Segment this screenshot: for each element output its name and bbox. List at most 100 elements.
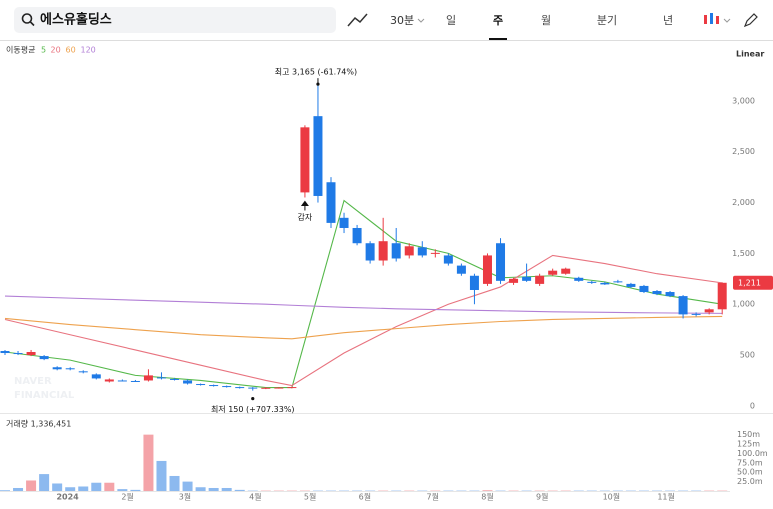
tab[interactable]: 분기 [597, 14, 617, 27]
low-label: 최저 150 (+707.33%) [211, 404, 295, 414]
high-label: 최고 3,165 (-61.74%) [275, 67, 357, 77]
volume-tick-label: 25.0m [737, 477, 763, 486]
candle-body [183, 380, 192, 383]
x-tick-label: 2월 [121, 492, 133, 502]
y-tick-label: 0 [750, 401, 755, 410]
candle-body [92, 374, 101, 378]
ma-line [5, 255, 722, 385]
candle-body [561, 269, 570, 274]
x-tick-label: 4월 [249, 492, 261, 502]
dropdown [418, 19, 424, 22]
volume-bar [209, 488, 219, 491]
x-tick-label: 8월 [481, 492, 493, 502]
candle-body [248, 388, 257, 389]
volume-bar [222, 488, 232, 491]
candle-body [105, 379, 114, 381]
volume-bar [235, 490, 245, 491]
candle-body [522, 277, 531, 281]
x-tick-label: 6월 [359, 492, 371, 502]
candle-body [353, 228, 362, 243]
y-tick-label: 1,000 [732, 300, 755, 309]
legend-entry: 20 [51, 46, 61, 55]
candle-body [405, 246, 414, 255]
y-tick-label: 1,500 [732, 249, 755, 258]
volume-tick-label: 75.0m [737, 458, 763, 467]
volume-bar [39, 474, 49, 491]
candle-body [496, 243, 505, 281]
draw-icon[interactable] [745, 14, 757, 26]
volume-bar [482, 490, 492, 491]
candle-body [379, 241, 388, 260]
volume-tick-label: 150m [737, 430, 760, 439]
last-price: 1,211 [738, 278, 761, 287]
volume-bar [156, 461, 166, 491]
candle-body [392, 243, 401, 258]
candle-body [653, 291, 662, 294]
tab-underline [489, 38, 507, 40]
candle-body [639, 286, 648, 292]
scale-label[interactable]: Linear [736, 50, 764, 59]
volume-bar [104, 483, 114, 491]
candle-body [274, 388, 283, 389]
candle-body [40, 356, 49, 359]
volume-bar [91, 483, 101, 491]
candle-body [626, 284, 635, 287]
candle-body [666, 292, 675, 296]
volume-title: 거래량 1,336,451 [6, 419, 71, 429]
volume-bar [117, 489, 127, 491]
candle-body [483, 255, 492, 283]
candle-body [574, 278, 583, 281]
candle-body [157, 377, 166, 378]
watermark: NAVER [14, 376, 52, 387]
watermark: FINANCIAL [14, 390, 75, 401]
volume-bar [26, 480, 36, 491]
tab[interactable]: 년 [663, 14, 673, 27]
candle-body [118, 380, 127, 381]
event-arrow [302, 201, 308, 210]
ma-line [5, 201, 722, 388]
volume-bar [65, 487, 75, 491]
tab[interactable]: 주 [493, 14, 503, 27]
candle-body [613, 281, 622, 282]
volume-bar [170, 476, 180, 491]
candle-body [366, 243, 375, 260]
volume-bar [143, 435, 153, 491]
volume-bar [78, 486, 88, 491]
candle-body [679, 296, 688, 314]
x-tick-label: 7월 [426, 492, 438, 502]
interval[interactable]: 30분 [390, 14, 414, 27]
tab[interactable]: 월 [541, 14, 551, 27]
candle-body [287, 387, 296, 388]
volume-tick-label: 100.0m [737, 449, 768, 458]
tab[interactable]: 일 [446, 13, 456, 27]
volume-bar [13, 488, 23, 491]
candle-body [431, 253, 440, 254]
volume-bar [130, 490, 140, 491]
candle-body [444, 255, 453, 263]
y-tick-label: 500 [740, 351, 755, 360]
candle-body [209, 385, 218, 386]
candle-body [313, 116, 322, 196]
low-dot [251, 397, 254, 400]
candle-body [235, 387, 244, 388]
y-tick-label: 3,000 [732, 96, 755, 105]
candle-icon[interactable] [704, 13, 719, 24]
candle-body [66, 368, 75, 369]
volume-bar [52, 483, 62, 491]
candle-body [222, 386, 231, 387]
search-text[interactable]: 에스유홀딩스 [40, 12, 112, 28]
candle-body [509, 279, 518, 283]
candle-body [79, 371, 88, 372]
candle-body [261, 388, 270, 389]
candle-body [470, 276, 479, 290]
candle-body [27, 352, 36, 355]
volume-bar [196, 487, 206, 491]
ma-title: 이동평균 [6, 45, 35, 55]
candle-body [587, 282, 596, 283]
volume-tick-label: 50.0m [737, 468, 763, 477]
volume-bar [0, 490, 10, 491]
candle-body [1, 351, 10, 353]
ma-line [5, 316, 722, 338]
indicator-icon[interactable] [348, 14, 367, 26]
